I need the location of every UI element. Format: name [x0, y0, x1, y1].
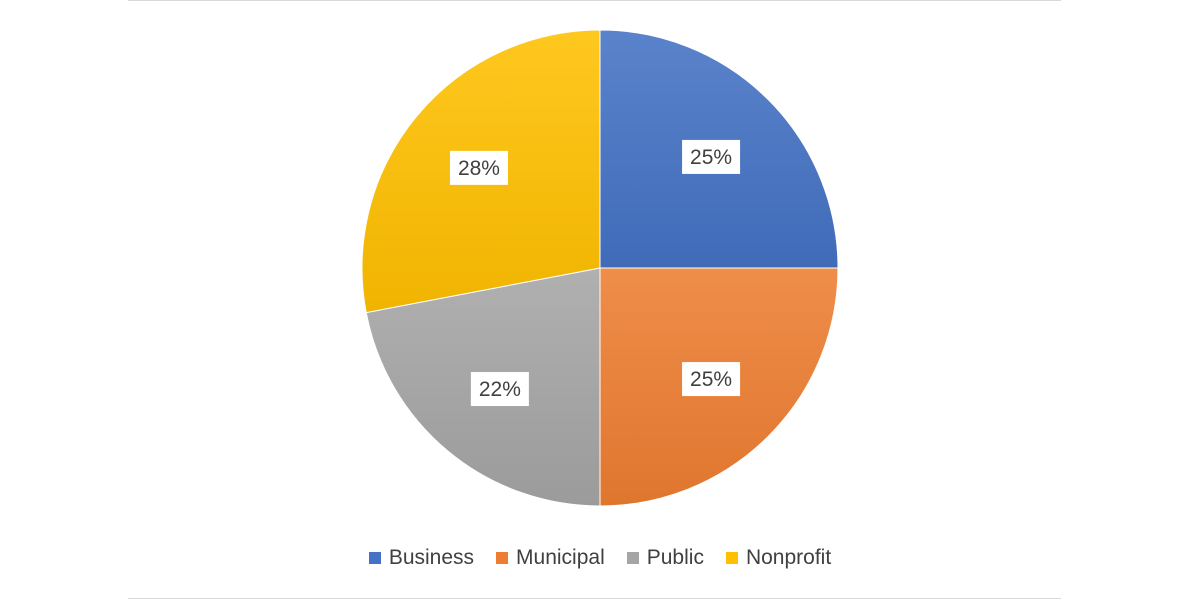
- legend-label-public: Public: [646, 546, 704, 569]
- pie-slices: [361, 29, 839, 507]
- data-label-text-municipal: 25%: [690, 368, 732, 391]
- data-label-municipal: 25%: [682, 362, 741, 397]
- legend-label-municipal: Municipal: [516, 546, 605, 569]
- data-label-text-nonprofit: 28%: [458, 157, 500, 180]
- legend-item-municipal: Municipal: [496, 545, 605, 571]
- pie-data-labels: 25% 25% 22% 28%: [449, 139, 741, 407]
- legend-label-business: Business: [388, 546, 475, 569]
- data-label-nonprofit: 28%: [449, 150, 508, 185]
- legend-item-business: Business: [368, 545, 475, 571]
- data-label-box-public: [470, 372, 529, 407]
- legend: Business Municipal Public Nonprofit: [0, 545, 1200, 571]
- data-label-public: 22%: [470, 372, 529, 407]
- legend-label-nonprofit: Nonprofit: [745, 546, 832, 569]
- legend-swatch-public: [626, 552, 639, 564]
- data-label-box-business: [682, 139, 741, 174]
- bottom-divider: [128, 598, 1061, 599]
- legend-swatch-municipal: [496, 552, 509, 564]
- data-label-text-public: 22%: [479, 378, 521, 401]
- data-label-text-business: 25%: [690, 146, 732, 169]
- legend-swatch-nonprofit: [725, 552, 738, 564]
- data-label-box-municipal: [682, 362, 741, 397]
- top-divider: [128, 0, 1061, 1]
- legend-item-public: Public: [626, 545, 704, 571]
- legend-swatch-business: [368, 552, 381, 564]
- data-label-business: 25%: [682, 139, 741, 174]
- pie-chart: 25% 25% 22% 28%: [361, 29, 839, 507]
- legend-item-nonprofit: Nonprofit: [725, 545, 832, 571]
- data-label-box-nonprofit: [449, 150, 508, 185]
